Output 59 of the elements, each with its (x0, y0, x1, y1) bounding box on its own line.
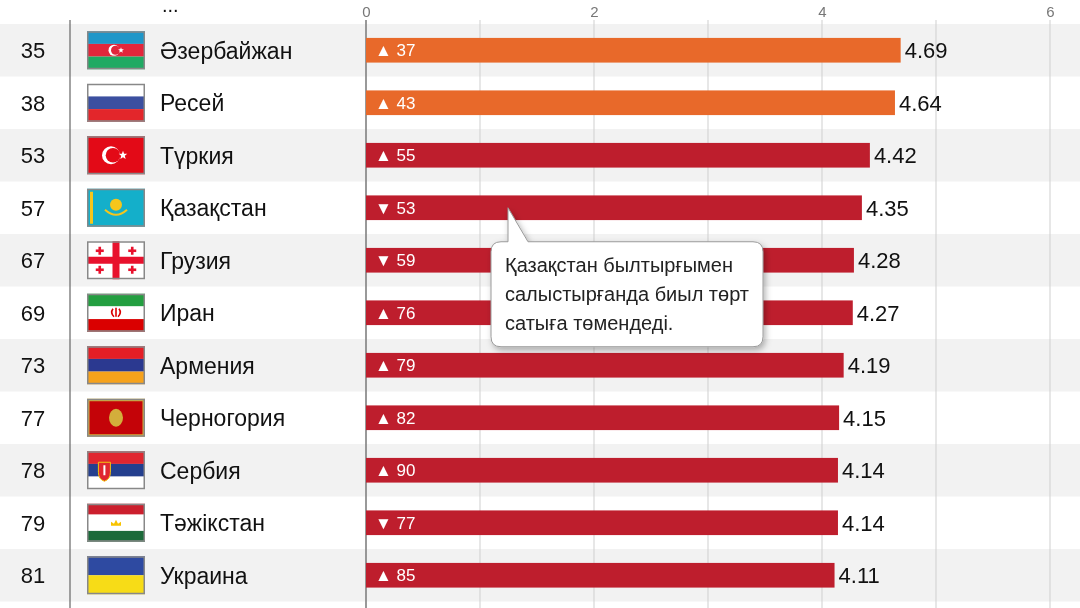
bar (366, 562, 835, 588)
bar (366, 90, 895, 116)
annotation: ▼ 53 (375, 198, 416, 218)
bar (366, 457, 838, 483)
y-tick-label: Қазақстан (160, 195, 267, 222)
data-label: 4.14 (841, 458, 885, 484)
annotation: ▼ 59 (375, 251, 416, 271)
data-label: 4.14 (841, 510, 885, 536)
x-tick-label: 4 (818, 3, 827, 20)
bar (366, 352, 844, 378)
data-label: 4.27 (856, 300, 900, 326)
y-tick-label: Тәжікстан (160, 510, 265, 537)
annotation: ▲ 90 (375, 461, 416, 481)
y-tick-label: Украина (160, 562, 248, 589)
y2-tick-label: 73 (20, 353, 46, 379)
data-label: 4.15 (843, 405, 886, 431)
y2-tick-label: 79 (20, 510, 46, 536)
bar (366, 37, 901, 63)
annotation: ▲ 76 (375, 303, 416, 323)
data-label: 4.19 (847, 353, 891, 379)
y2-tick-label: 69 (20, 300, 46, 326)
y-tick-label: Иран (160, 300, 215, 327)
x-tick-label: 0 (362, 3, 371, 20)
x-tick-label: 6 (1046, 3, 1055, 20)
annotation: ▲ 85 (375, 566, 416, 586)
annotation: ▲ 55 (375, 146, 416, 166)
annotation: Қазақстан былтырғымен салыстырғанда биыл төрт сатыға төмендеді. (505, 253, 749, 334)
data-label: 4.64 (898, 90, 942, 116)
data-label: 4.35 (865, 195, 909, 221)
y-tick-label: Әзербайжан (160, 37, 293, 64)
annotation: ▼ 77 (375, 513, 416, 533)
y2-tick-label: 57 (20, 195, 46, 221)
data-label: 4.42 (873, 143, 917, 169)
y-tick-label: Сербия (160, 457, 241, 484)
y2-tick-label: 35 (20, 38, 46, 64)
y2-tick-label: 38 (20, 90, 46, 116)
text: ... (162, 0, 179, 16)
y-tick-label: Черногория (160, 405, 286, 432)
data-label: 4.28 (857, 248, 901, 274)
y-tick-label: Түркия (160, 142, 234, 169)
y2-tick-label: 78 (20, 458, 46, 484)
data-label: 4.11 (838, 563, 880, 589)
y2-tick-label: 77 (20, 405, 46, 431)
annotation: ▲ 37 (375, 41, 416, 61)
bar (366, 142, 870, 168)
y2-tick-label: 53 (20, 143, 46, 169)
y-tick-label: Грузия (160, 247, 232, 274)
y-tick-label: Ресей (160, 90, 225, 117)
bar (366, 510, 838, 536)
bar (366, 195, 862, 221)
data-label: 4.69 (904, 38, 948, 64)
x-tick-label: 2 (590, 3, 599, 20)
annotation: ▲ 79 (375, 356, 416, 376)
y2-tick-label: 67 (20, 248, 46, 274)
bar (366, 405, 840, 431)
annotation: ▲ 43 (375, 93, 416, 113)
y2-tick-label: 81 (20, 563, 46, 589)
y-tick-label: Армения (160, 352, 255, 379)
annotation: ▲ 82 (375, 408, 416, 428)
